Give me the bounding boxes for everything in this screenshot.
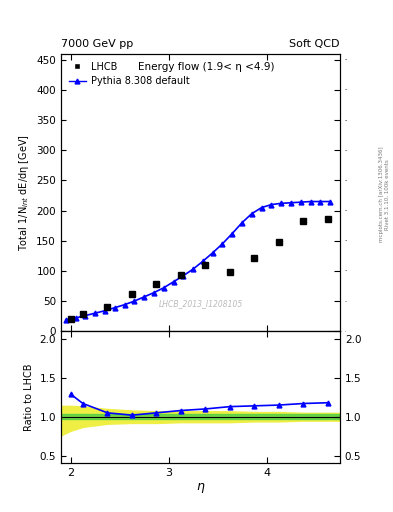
X-axis label: η: η — [196, 480, 204, 493]
Text: Rivet 3.1.10, 100k events: Rivet 3.1.10, 100k events — [385, 159, 390, 230]
Text: Soft QCD: Soft QCD — [290, 38, 340, 49]
Text: 7000 GeV pp: 7000 GeV pp — [61, 38, 133, 49]
Y-axis label: Ratio to LHCB: Ratio to LHCB — [24, 364, 34, 431]
Y-axis label: Total 1/N$_{int}$ dE/dη [GeV]: Total 1/N$_{int}$ dE/dη [GeV] — [17, 134, 31, 251]
Text: Energy flow (1.9< η <4.9): Energy flow (1.9< η <4.9) — [138, 62, 274, 72]
Text: LHCB_2013_I1208105: LHCB_2013_I1208105 — [158, 299, 242, 308]
Text: mcplots.cern.ch [arXiv:1306.3436]: mcplots.cern.ch [arXiv:1306.3436] — [379, 147, 384, 242]
Legend: LHCB, Pythia 8.308 default: LHCB, Pythia 8.308 default — [66, 58, 193, 89]
